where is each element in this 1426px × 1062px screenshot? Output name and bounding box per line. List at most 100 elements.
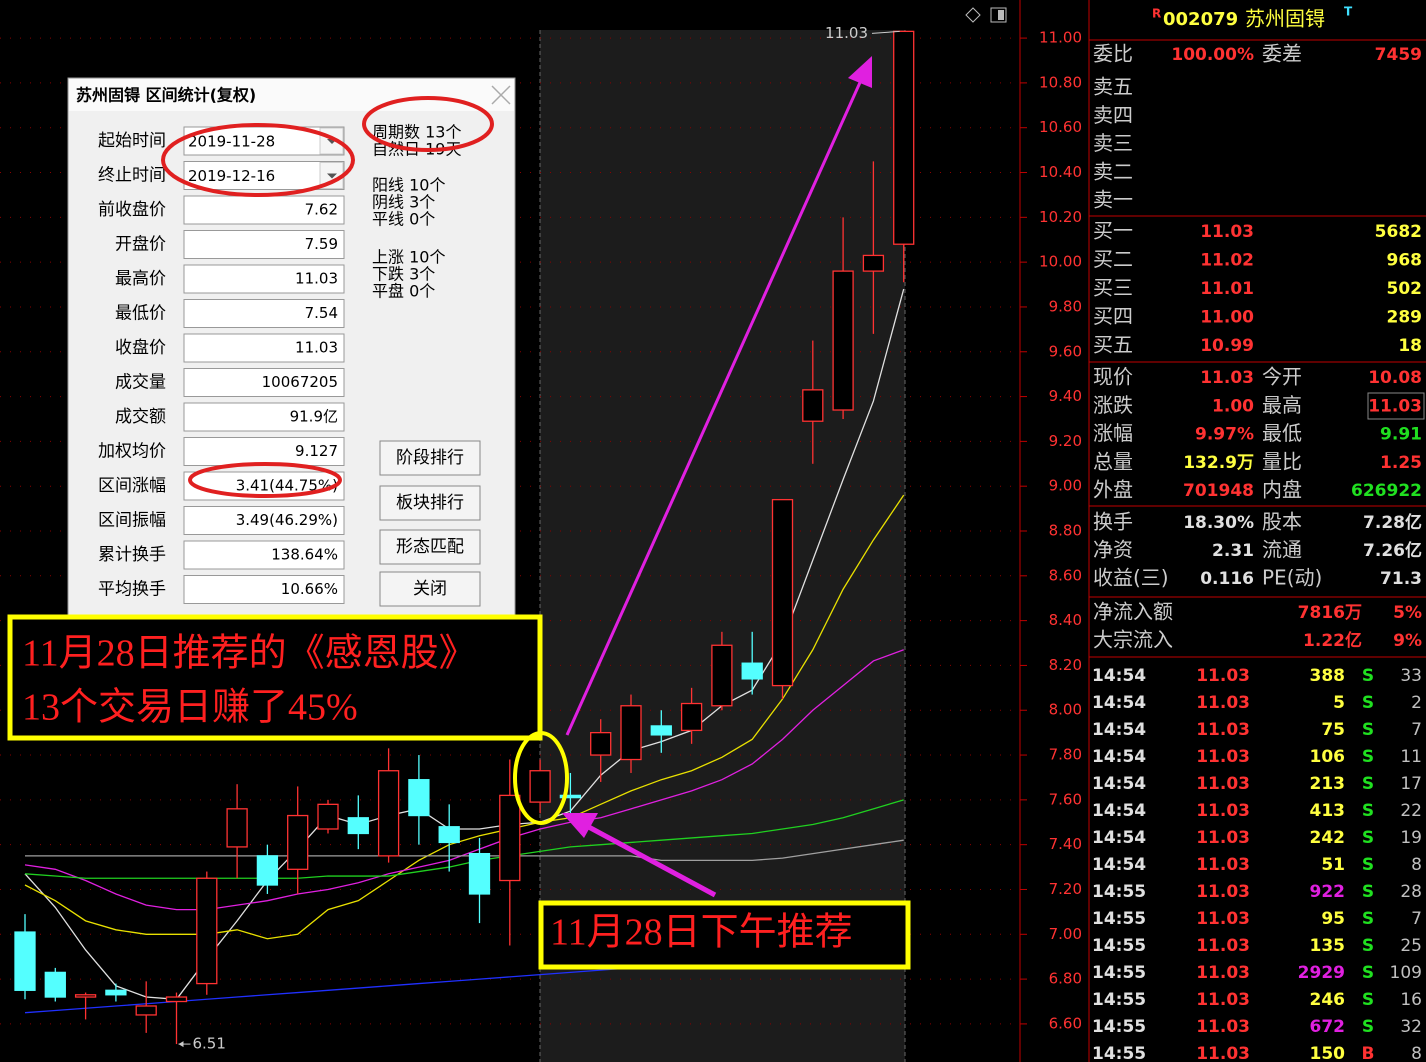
tick-count: 28	[1400, 882, 1422, 902]
y-tick-label: 7.80	[1049, 746, 1082, 764]
dialog-close[interactable]	[491, 85, 511, 105]
bid-price: 10.99	[1200, 336, 1254, 356]
tick-volume: 246	[1310, 990, 1346, 1010]
row-value: 0.116	[1200, 569, 1254, 589]
tick-side: S	[1362, 1017, 1374, 1037]
stat-text: 阳线 10个	[372, 176, 445, 195]
y-tick-label: 8.40	[1049, 611, 1082, 629]
field-box	[183, 264, 345, 294]
tick-count: 33	[1400, 666, 1422, 686]
tick-volume: 388	[1310, 666, 1346, 686]
highlight-ellipse	[362, 96, 494, 152]
tick-time: 14:54	[1092, 666, 1146, 686]
icon-window[interactable]	[990, 7, 1007, 23]
y-tick-label: 9.20	[1049, 432, 1082, 450]
candle-body	[802, 389, 824, 422]
candle-body	[862, 254, 885, 272]
candle-body	[650, 725, 672, 736]
flow-percent: 9%	[1393, 631, 1422, 651]
y-tick-label: 9.40	[1049, 387, 1082, 405]
candle-body	[196, 877, 218, 985]
tick-count: 32	[1400, 1017, 1422, 1037]
tick-volume: 106	[1310, 747, 1346, 767]
y-tick-label: 10.00	[1039, 253, 1082, 271]
field-box	[183, 333, 345, 363]
tick-price: 11.03	[1196, 666, 1250, 686]
tick-side: S	[1362, 828, 1374, 848]
candle-body	[317, 803, 339, 830]
y-tick-label: 11.00	[1039, 29, 1082, 47]
tick-time: 14:54	[1092, 693, 1146, 713]
icon-window[interactable]	[998, 10, 1004, 20]
field-box	[183, 195, 345, 225]
row-value: 626922	[1351, 481, 1422, 501]
dialog-button[interactable]	[379, 571, 481, 607]
tick-count: 16	[1400, 990, 1422, 1010]
field-label: 区间振幅	[98, 511, 166, 531]
field-value: 3.41(44.75%)	[236, 477, 338, 495]
row-label: 涨幅	[1093, 421, 1133, 445]
tick-time: 14:55	[1092, 936, 1146, 956]
tick-volume: 95	[1321, 909, 1345, 929]
tick-time: 14:55	[1092, 1044, 1146, 1062]
field-label: 起始时间	[98, 131, 166, 151]
tick-side: B	[1362, 1044, 1375, 1062]
highlight-ellipse	[513, 731, 569, 825]
callout-box	[7, 614, 543, 741]
tick-volume: 213	[1310, 774, 1346, 794]
candle-body	[165, 996, 188, 1003]
y-tick-label: 7.20	[1049, 880, 1082, 898]
field-label: 最高价	[115, 269, 166, 289]
candle-body	[74, 994, 97, 998]
y-tick-label: 8.20	[1049, 656, 1082, 674]
tick-count: 11	[1400, 747, 1422, 767]
y-tick-label: 7.60	[1049, 790, 1082, 808]
tick-time: 14:54	[1092, 828, 1146, 848]
candle-body	[287, 814, 309, 870]
field-label: 区间涨幅	[98, 476, 166, 496]
dialog-button[interactable]	[379, 485, 481, 521]
dialog-button[interactable]	[379, 529, 481, 565]
row-label: 最高	[1262, 393, 1302, 417]
low-label: 6.51	[193, 1035, 226, 1053]
field-value: 10067205	[262, 373, 338, 391]
dialog-button-label[interactable]: 关闭	[413, 579, 447, 599]
stat-text: 周期数 13个	[372, 123, 461, 142]
stats-dialog: 苏州固锝 区间统计(复权) 起始时间 2019-11-28 终止时间 2019-12-1…	[67, 77, 516, 616]
high-pointer	[871, 30, 900, 34]
tick-side: S	[1362, 990, 1374, 1010]
candle-body	[771, 498, 794, 687]
field-value: 7.59	[305, 235, 338, 253]
field-label: 成交额	[115, 407, 166, 427]
field-label: 累计换手	[98, 545, 166, 565]
moving-average	[24, 799, 904, 879]
dialog-button[interactable]	[379, 440, 481, 476]
tick-volume: 135	[1310, 936, 1346, 956]
tick-side: S	[1362, 774, 1374, 794]
field-value: 7.62	[305, 201, 338, 219]
tick-time: 14:55	[1092, 1017, 1146, 1037]
row-value: 1.00	[1212, 396, 1254, 416]
candle-body	[226, 808, 248, 848]
row-value: 9.91	[1380, 425, 1422, 445]
moving-average	[25, 839, 904, 862]
row-label: 卖一	[1093, 188, 1133, 212]
field-box	[183, 437, 345, 466]
icon-diamond[interactable]	[965, 7, 981, 23]
tick-side: S	[1362, 747, 1374, 767]
dialog-button-label[interactable]: 阶段排行	[396, 448, 464, 468]
field-box	[183, 368, 345, 397]
arrow-head	[562, 813, 598, 838]
dialog-button-label[interactable]: 形态匹配	[396, 537, 464, 557]
stock-code: 002079	[1163, 9, 1238, 30]
row-label: 流通	[1262, 538, 1302, 562]
tick-time: 14:55	[1092, 882, 1146, 902]
dialog-button-label[interactable]: 板块排行	[396, 493, 464, 513]
field-box	[183, 402, 345, 432]
row-label: 内盘	[1262, 478, 1302, 502]
bid-price: 11.00	[1200, 308, 1254, 328]
dialog-titlebar	[69, 79, 514, 111]
row-label: 净资	[1093, 538, 1133, 562]
field-label: 成交量	[115, 373, 166, 393]
tick-side: S	[1362, 801, 1374, 821]
